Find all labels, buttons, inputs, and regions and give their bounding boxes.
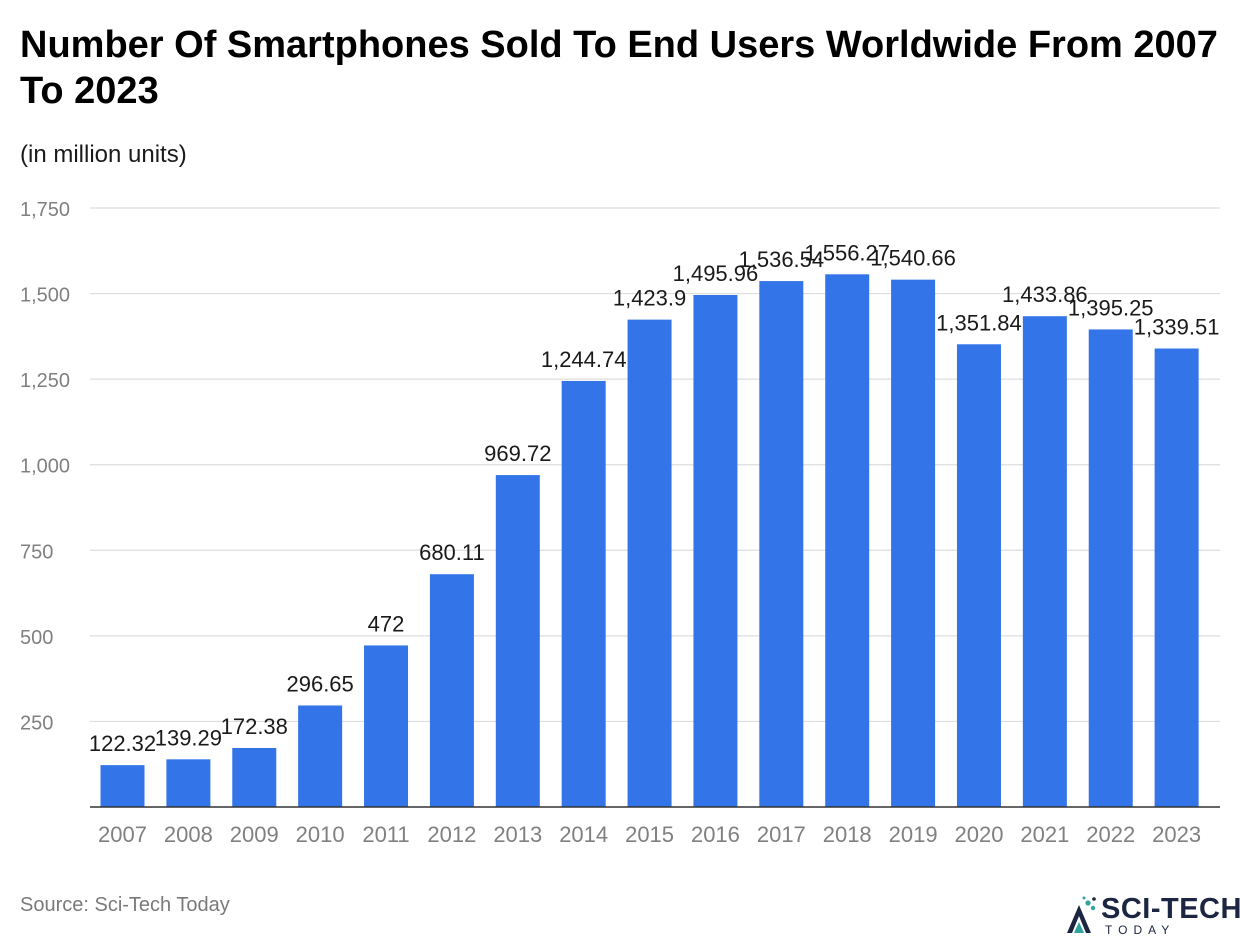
bar-2020 (956, 344, 1001, 807)
x-tick-label-2007: 2007 (98, 822, 147, 847)
y-tick-label: 1,750 (20, 199, 70, 221)
data-label-2015: 1,423.9 (613, 286, 686, 311)
x-tick-label-2011: 2011 (362, 822, 409, 847)
bars (100, 274, 1199, 808)
bar-2018 (825, 274, 870, 807)
logo-atom-icon (1067, 896, 1096, 933)
x-axis-ticks: 2007 2008 2009 2010 2011 2012 2013 2014 2015 2016… (98, 822, 1201, 847)
y-axis-ticks: 250 500 750 1,000 1,250 1,500 1,750 (20, 199, 70, 734)
y-tick-label: 1,000 (20, 456, 70, 478)
y-tick-label: 1,250 (20, 370, 70, 392)
data-label-2020: 1,351.84 (936, 310, 1022, 335)
logo-wordmark: SCI-TECH (1101, 893, 1240, 925)
bar-2012 (429, 574, 474, 807)
data-label-2008: 139.29 (155, 725, 222, 750)
source-note: Source: Sci-Tech Today (20, 894, 230, 916)
logo-subtext: TODAY (1105, 923, 1176, 937)
x-tick-label-2010: 2010 (296, 822, 345, 847)
bar-2015 (627, 319, 672, 807)
brand-logo: SCI-TECH TODAY (1063, 893, 1240, 937)
bar-2008 (166, 759, 211, 807)
data-label-2011: 472 (368, 611, 405, 636)
data-label-2014: 1,244.74 (541, 347, 627, 372)
data-label-2017: 1,536.54 (739, 247, 825, 272)
bar-2017 (759, 281, 804, 807)
x-tick-label-2023: 2023 (1152, 822, 1201, 847)
x-tick-label-2018: 2018 (823, 822, 872, 847)
y-tick-label: 250 (20, 712, 53, 734)
data-label-2007: 122.32 (89, 731, 156, 756)
chart-title: Number Of Smartphones Sold To End Users … (20, 24, 1218, 112)
x-tick-label-2020: 2020 (954, 822, 1003, 847)
chart-subtitle: (in million units) (20, 141, 187, 168)
x-tick-label-2014: 2014 (559, 822, 608, 847)
bar-2013 (495, 475, 540, 807)
data-label-2023: 1,339.51 (1134, 315, 1220, 340)
bar-2014 (561, 380, 606, 807)
x-tick-label-2008: 2008 (164, 822, 213, 847)
data-label-2013: 969.72 (484, 441, 551, 466)
x-tick-label-2016: 2016 (691, 822, 740, 847)
bar-2023 (1154, 348, 1199, 807)
bar-2011 (364, 645, 409, 807)
data-label-2010: 296.65 (286, 671, 353, 696)
data-label-2016: 1,495.96 (673, 261, 759, 286)
bar-2016 (693, 294, 738, 808)
data-label-2021: 1,433.86 (1002, 282, 1088, 307)
bar-2022 (1088, 329, 1133, 807)
data-label-2019: 1,540.66 (870, 246, 956, 271)
bar-2021 (1022, 316, 1067, 807)
y-tick-label: 750 (20, 541, 53, 563)
x-tick-label-2013: 2013 (493, 822, 542, 847)
x-tick-label-2019: 2019 (889, 822, 938, 847)
bar-2009 (232, 747, 277, 807)
data-label-2018: 1,556.27 (804, 240, 890, 265)
x-tick-label-2009: 2009 (230, 822, 279, 847)
x-tick-label-2015: 2015 (625, 822, 674, 847)
data-label-2022: 1,395.25 (1068, 295, 1154, 320)
bar-2007 (100, 765, 145, 807)
data-label-2012: 680.11 (419, 540, 485, 565)
x-tick-label-2017: 2017 (757, 822, 806, 847)
bar-2010 (298, 705, 343, 807)
y-tick-label: 500 (20, 627, 53, 649)
x-tick-label-2021: 2021 (1020, 822, 1069, 847)
bar-2019 (891, 279, 936, 808)
x-tick-label-2022: 2022 (1086, 822, 1135, 847)
x-tick-label-2012: 2012 (427, 822, 476, 847)
y-tick-label: 1,500 (20, 285, 70, 307)
data-label-2009: 172.38 (221, 714, 288, 739)
